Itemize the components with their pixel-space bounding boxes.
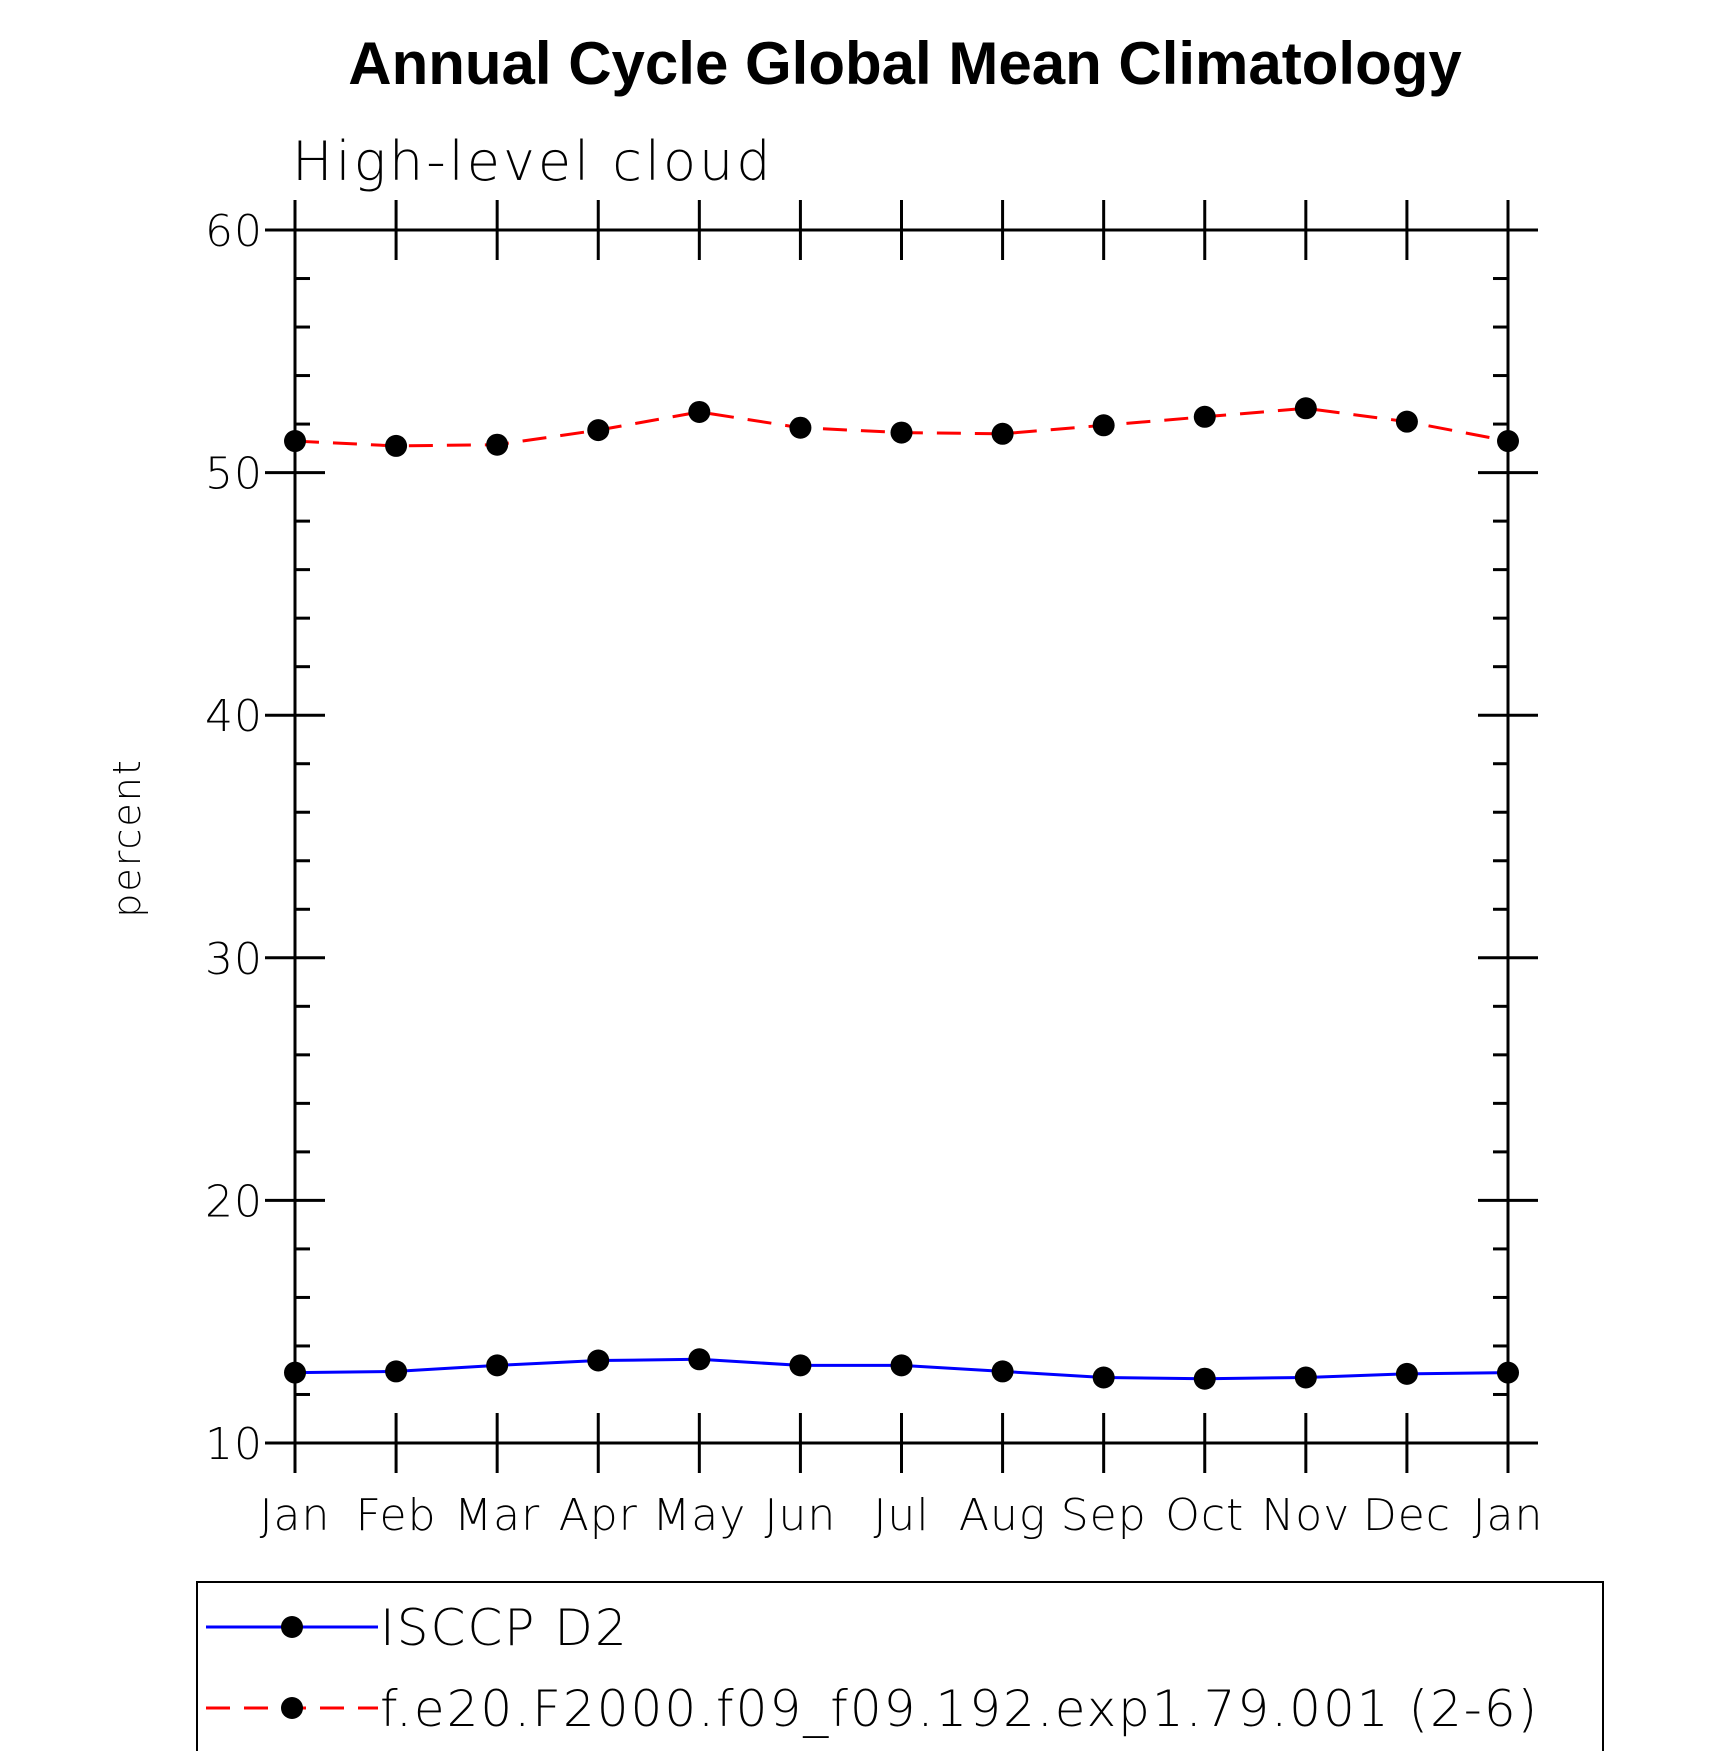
y-tick-label: 20 [205,1176,263,1227]
x-tick-label: Jan [1473,1490,1544,1541]
plot-frame [293,228,1510,1445]
y-tick-label: 50 [205,449,263,500]
legend-box [196,1581,1604,1751]
series-layer [284,397,1519,1390]
data-point [385,1360,408,1383]
legend-item-1: ISCCP D2 [206,1599,629,1657]
x-tick-label: Jan [260,1490,331,1541]
y-axis-label: percent [105,758,149,918]
legend-label-2: f.e20.F2000.f09_f09.192.exp1.79.001 (2-6… [380,1680,1539,1738]
y-tick-label: 60 [205,206,263,257]
data-point [486,433,509,456]
legend-item-2: f.e20.F2000.f09_f09.192.exp1.79.001 (2-6… [206,1680,1539,1738]
legend: ISCCP D2 f.e20.F2000.f09_f09.192.exp1.79… [196,1581,1604,1751]
x-tick-label: Mar [454,1490,540,1541]
data-point [587,1349,610,1372]
data-point [1092,1366,1115,1389]
x-tick-label: May [652,1490,746,1541]
data-point [284,1361,306,1384]
axis-ticks [265,200,1538,1473]
data-point [1193,1367,1216,1390]
data-point [991,422,1014,445]
data-point [1193,405,1216,428]
y-tick-labels: 10 20 30 40 50 60 [205,206,263,1470]
data-point [284,430,306,453]
data-point [1294,1366,1317,1389]
series-2 [284,397,1519,457]
data-point [789,1354,812,1377]
legend-label-1: ISCCP D2 [380,1599,629,1657]
data-point [688,1348,711,1371]
chart-title: Annual Cycle Global Mean Climatology [348,30,1462,97]
y-tick-label: 30 [205,934,263,985]
data-point [587,419,610,442]
data-point [1395,410,1418,433]
x-tick-labels: Jan Feb Mar Apr May Jun Jul Aug Sep Oct Nov Dec Jan [260,1490,1544,1541]
legend-marker-2 [281,1697,303,1719]
legend-marker-1 [281,1616,303,1638]
data-point [385,434,408,457]
x-tick-label: Jul [873,1490,929,1541]
data-point [1497,1361,1519,1384]
x-tick-label: Dec [1363,1490,1451,1541]
data-point [1497,430,1519,453]
data-point [991,1360,1014,1383]
data-point [486,1354,509,1377]
data-point [1092,414,1115,437]
data-point [688,400,711,423]
data-point [890,421,913,444]
data-point [890,1354,913,1377]
x-tick-label: Apr [559,1490,638,1541]
x-tick-label: Jun [765,1490,837,1541]
data-point [789,416,812,439]
chart-subtitle: High-level cloud [292,130,774,193]
x-tick-label: Nov [1261,1490,1350,1541]
y-tick-label: 10 [205,1419,263,1470]
y-tick-label: 40 [205,691,263,742]
data-point [1294,397,1317,420]
x-tick-label: Oct [1165,1490,1244,1541]
x-tick-label: Feb [356,1490,437,1541]
x-tick-label: Sep [1061,1490,1147,1541]
x-tick-label: Aug [959,1490,1046,1541]
series-1 [284,1348,1519,1390]
data-point [1395,1362,1418,1385]
